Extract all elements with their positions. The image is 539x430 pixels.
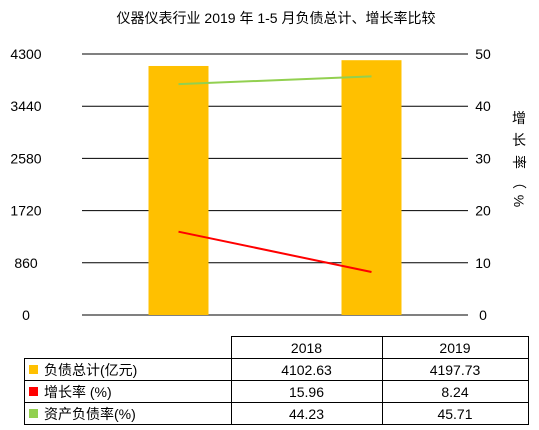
series-line xyxy=(178,75,372,86)
table-cell: 8.24 xyxy=(381,380,529,403)
right-tick-label: 30 xyxy=(475,150,491,166)
legend-label: 增长率 (%) xyxy=(44,383,112,400)
left-tick-label: 3440 xyxy=(10,98,41,114)
bar-series xyxy=(148,60,402,316)
right-axis-ticks: 0 10 20 30 40 50 xyxy=(475,46,491,323)
table-header-row: 2018 2019 xyxy=(24,336,529,359)
table-row: 负债总计(亿元) 4102.63 4197.73 xyxy=(24,358,529,381)
table-cell: 4197.73 xyxy=(381,358,529,381)
left-tick-label: 4300 xyxy=(10,46,41,62)
table-row: 增长率 (%) 15.96 8.24 xyxy=(24,380,529,403)
legend-entry-debt-ratio: 资产负债率(%) xyxy=(24,402,232,425)
left-axis-ticks: 0 860 1720 2580 3440 4300 xyxy=(10,46,41,323)
table-cell: 4102.63 xyxy=(230,358,383,381)
table-cell: 45.71 xyxy=(381,402,529,425)
table-cell: 44.23 xyxy=(230,402,383,425)
right-tick-label: 0 xyxy=(479,307,487,323)
line-series xyxy=(178,75,372,273)
legend-key xyxy=(29,365,38,375)
legend-entry-debt: 负债总计(亿元) xyxy=(24,358,232,381)
right-axis-label-char-4: （ xyxy=(511,175,527,189)
right-axis-label-char-1: 增 xyxy=(512,110,526,126)
right-tick-label: 20 xyxy=(475,203,491,219)
chart-area: 仪器仪表行业 2019 年 1-5 月负债总计、增长率比较 0 860 1720 25… xyxy=(10,10,527,323)
legend-key xyxy=(29,387,38,397)
gridlines xyxy=(82,53,468,316)
table-header-cell: 2018 xyxy=(230,336,383,359)
table-row: 资产负债率(%) 44.23 45.71 xyxy=(24,402,529,425)
legend-label: 负债总计(亿元) xyxy=(44,361,138,378)
series-line xyxy=(178,230,372,273)
table-cell: 15.96 xyxy=(230,380,383,403)
data-table: 2018 2019 负债总计(亿元) 4102.63 4197.73 增长率 (… xyxy=(24,336,529,425)
table-corner xyxy=(24,336,232,359)
table-header-cell: 2019 xyxy=(381,336,529,359)
right-tick-label: 50 xyxy=(475,46,491,62)
left-tick-label: 0 xyxy=(22,307,30,323)
bar xyxy=(341,60,402,315)
right-axis-label-char-5: % xyxy=(511,195,527,207)
left-tick-label: 1720 xyxy=(10,203,41,219)
chart-title: 仪器仪表行业 2019 年 1-5 月负债总计、增长率比较 xyxy=(117,10,436,26)
left-tick-label: 2580 xyxy=(10,150,41,166)
right-tick-label: 10 xyxy=(475,255,491,271)
right-tick-label: 40 xyxy=(475,98,491,114)
legend-key xyxy=(29,409,38,419)
left-tick-label: 860 xyxy=(14,255,38,271)
legend-label: 资产负债率(%) xyxy=(44,405,136,422)
bar xyxy=(148,65,209,316)
legend-entry-growth: 增长率 (%) xyxy=(24,380,232,403)
right-axis-label-char-2: 长 xyxy=(512,132,526,148)
right-axis-label-char-3: 率 xyxy=(511,155,527,169)
